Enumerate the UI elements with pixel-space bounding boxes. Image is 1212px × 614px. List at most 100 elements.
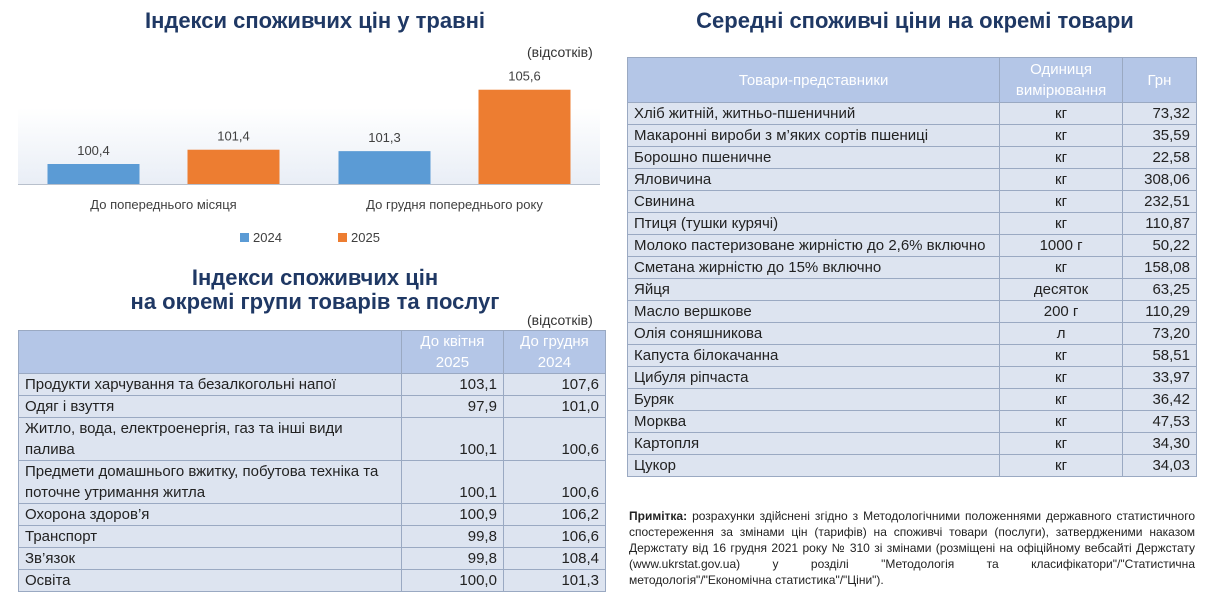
goods-unit-cell: л	[999, 322, 1123, 345]
prices-table: Товари-представники Одиниця вимірювання …	[626, 57, 1198, 477]
groups-header-name	[18, 330, 402, 374]
goods-name-cell: Молоко пастеризоване жирністю до 2,6% вк…	[626, 234, 1001, 257]
goods-unit-cell: 1000 г	[999, 234, 1123, 257]
group-name-cell: Освіта	[18, 569, 402, 592]
goods-name-cell: Капуста білокачанна	[626, 344, 1001, 367]
prices-row: Цибуля ріпчаста кг 33,97	[626, 366, 1198, 389]
group-index-april-cell: 100,1	[400, 417, 504, 461]
groups-row: Охорона здоров’я 100,9 106,2	[18, 503, 607, 526]
chart-unit-label: (відсотків)	[527, 44, 593, 60]
goods-price-cell: 58,51	[1121, 344, 1198, 367]
group-index-april-cell: 100,1	[400, 460, 504, 504]
data-label-2024-0: 100,4	[77, 143, 110, 158]
goods-price-cell: 110,29	[1121, 300, 1198, 323]
group-name-cell: Житло, вода, електроенергія, газ та інші…	[18, 417, 402, 461]
goods-name-cell: Сметана жирністю до 15% включно	[626, 256, 1001, 279]
groups-row: Предмети домашнього вжитку, побутова тех…	[18, 460, 607, 504]
goods-unit-cell: кг	[999, 410, 1123, 433]
bar-2025-0	[187, 149, 280, 184]
bar-2024-0	[47, 164, 140, 184]
note-text: розрахунки здійснені згідно з Методологі…	[629, 509, 1195, 587]
goods-unit-cell: кг	[999, 388, 1123, 411]
goods-price-cell: 232,51	[1121, 190, 1198, 213]
goods-unit-cell: десяток	[999, 278, 1123, 301]
goods-price-cell: 35,59	[1121, 124, 1198, 147]
group-name-cell: Одяг і взуття	[18, 395, 402, 418]
goods-price-cell: 36,42	[1121, 388, 1198, 411]
group-index-april-cell: 99,8	[400, 547, 504, 570]
goods-name-cell: Птиця (тушки курячі)	[626, 212, 1001, 235]
goods-unit-cell: кг	[999, 124, 1123, 147]
prices-header-unit: Одиниця вимірювання	[999, 57, 1123, 103]
goods-price-cell: 158,08	[1121, 256, 1198, 279]
groups-title: Індекси споживчих цін на окремі групи то…	[20, 266, 610, 314]
goods-price-cell: 33,97	[1121, 366, 1198, 389]
groups-header-col2: До грудня 2024	[502, 330, 607, 374]
data-label-2025-1: 105,6	[508, 69, 541, 84]
groups-table: До квітня 2025 До грудня 2024 Продукти х…	[18, 330, 607, 592]
goods-price-cell: 34,30	[1121, 432, 1198, 455]
goods-name-cell: Свинина	[626, 190, 1001, 213]
groups-row: Транспорт 99,8 106,6	[18, 525, 607, 548]
goods-price-cell: 47,53	[1121, 410, 1198, 433]
goods-price-cell: 73,20	[1121, 322, 1198, 345]
goods-unit-cell: кг	[999, 146, 1123, 169]
group-index-december-cell: 106,2	[502, 503, 607, 526]
groups-row: Освіта 100,0 101,3	[18, 569, 607, 592]
bar-2024-1	[338, 151, 431, 184]
prices-row: Капуста білокачанна кг 58,51	[626, 344, 1198, 367]
goods-name-cell: Олія соняшникова	[626, 322, 1001, 345]
note-label: Примітка:	[629, 509, 688, 523]
goods-name-cell: Морква	[626, 410, 1001, 433]
goods-unit-cell: кг	[999, 212, 1123, 235]
goods-unit-cell: кг	[999, 190, 1123, 213]
goods-name-cell: Макаронні вироби з м’яких сортів пшениці	[626, 124, 1001, 147]
prices-row: Морква кг 47,53	[626, 410, 1198, 433]
prices-row: Яйця десяток 63,25	[626, 278, 1198, 301]
data-label-2024-1: 101,3	[368, 130, 401, 145]
goods-name-cell: Яйця	[626, 278, 1001, 301]
group-name-cell: Предмети домашнього вжитку, побутова тех…	[18, 460, 402, 504]
goods-price-cell: 110,87	[1121, 212, 1198, 235]
prices-row: Борошно пшеничне кг 22,58	[626, 146, 1198, 169]
groups-row: Житло, вода, електроенергія, газ та інші…	[18, 417, 607, 461]
groups-title-line1: Індекси споживчих цін	[191, 265, 439, 290]
group-name-cell: Продукти харчування та безалкогольні нап…	[18, 373, 402, 396]
group-index-december-cell: 101,0	[502, 395, 607, 418]
goods-name-cell: Цибуля ріпчаста	[626, 366, 1001, 389]
legend-label-2025: 2025	[351, 230, 380, 245]
goods-name-cell: Картопля	[626, 432, 1001, 455]
prices-body: Хліб житній, житньо-пшеничний кг 73,32 Мака…	[626, 102, 1198, 477]
goods-name-cell: Яловичина	[626, 168, 1001, 191]
goods-unit-cell: кг	[999, 102, 1123, 125]
goods-name-cell: Хліб житній, житньо-пшеничний	[626, 102, 1001, 125]
groups-body: Продукти харчування та безалкогольні нап…	[18, 373, 607, 592]
prices-row: Хліб житній, житньо-пшеничний кг 73,32	[626, 102, 1198, 125]
goods-name-cell: Борошно пшеничне	[626, 146, 1001, 169]
legend-label-2024: 2024	[253, 230, 282, 245]
prices-title: Середні споживчі ціни на окремі товари	[696, 8, 1134, 33]
group-index-april-cell: 100,9	[400, 503, 504, 526]
group-index-april-cell: 99,8	[400, 525, 504, 548]
prices-header-row: Товари-представники Одиниця вимірювання …	[626, 57, 1198, 103]
groups-row: Зв’язок 99,8 108,4	[18, 547, 607, 570]
group-name-cell: Зв’язок	[18, 547, 402, 570]
goods-price-cell: 63,25	[1121, 278, 1198, 301]
group-index-april-cell: 97,9	[400, 395, 504, 418]
goods-name-cell: Буряк	[626, 388, 1001, 411]
groups-title-line2: на окремі групи товарів та послуг	[130, 289, 500, 314]
groups-unit-label: (відсотків)	[527, 312, 593, 328]
legend-swatch-2024	[240, 233, 249, 242]
goods-unit-cell: кг	[999, 366, 1123, 389]
prices-row: Олія соняшникова л 73,20	[626, 322, 1198, 345]
goods-price-cell: 34,03	[1121, 454, 1198, 477]
groups-row: Одяг і взуття 97,9 101,0	[18, 395, 607, 418]
goods-unit-cell: кг	[999, 454, 1123, 477]
group-index-december-cell: 100,6	[502, 460, 607, 504]
prices-row: Буряк кг 36,42	[626, 388, 1198, 411]
goods-price-cell: 308,06	[1121, 168, 1198, 191]
goods-unit-cell: кг	[999, 256, 1123, 279]
groups-header-col1: До квітня 2025	[400, 330, 504, 374]
group-name-cell: Охорона здоров’я	[18, 503, 402, 526]
group-index-december-cell: 106,6	[502, 525, 607, 548]
